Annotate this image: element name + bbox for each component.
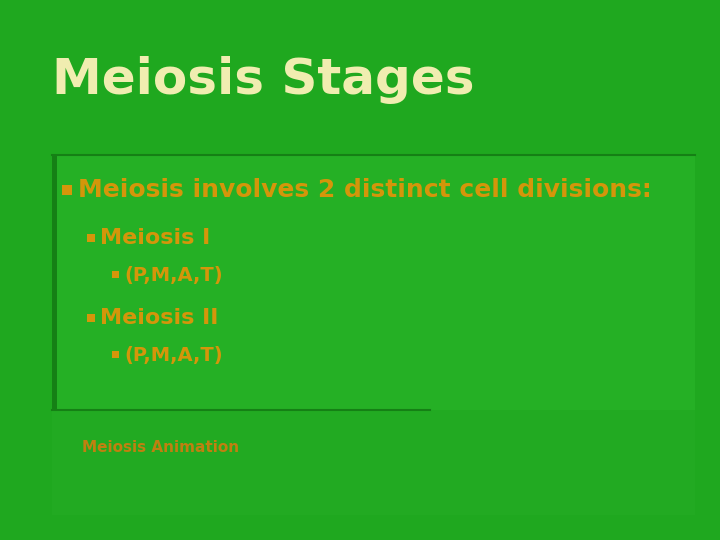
Text: (P,M,A,T): (P,M,A,T) [124,266,222,285]
Bar [52,155,695,410]
Bar [87,234,95,242]
Bar [112,351,119,358]
Bar [52,410,695,515]
Text: Meiosis Stages: Meiosis Stages [52,56,474,104]
Bar [52,155,57,510]
Text: (P,M,A,T): (P,M,A,T) [124,346,222,365]
Bar [87,314,95,322]
Bar [112,271,119,278]
Bar [62,185,72,195]
Text: Meiosis I: Meiosis I [100,228,210,248]
Text: Meiosis involves 2 distinct cell divisions:: Meiosis involves 2 distinct cell divisio… [78,178,652,202]
Text: Meiosis Animation: Meiosis Animation [82,441,239,456]
Text: Meiosis II: Meiosis II [100,308,218,328]
